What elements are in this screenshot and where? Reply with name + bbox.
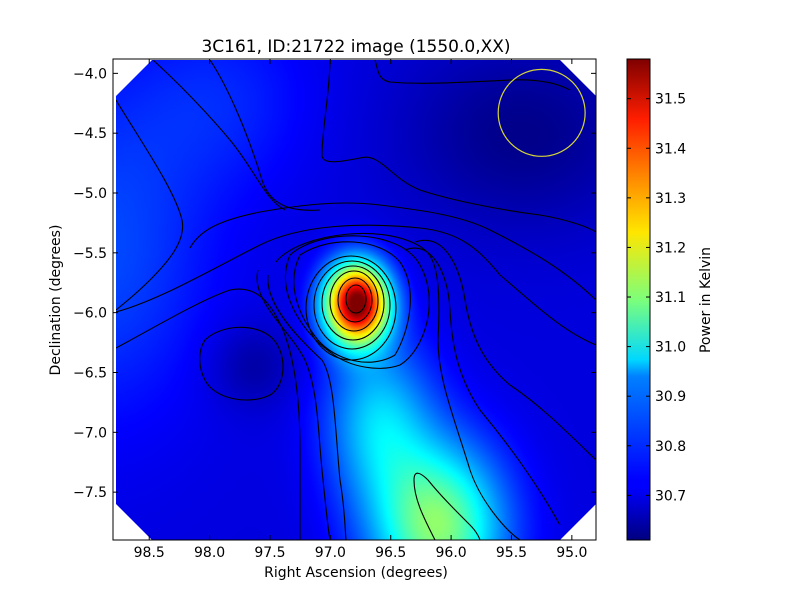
y-tick-label: −5.0 xyxy=(73,186,107,202)
y-axis: −4.0 −4.5 −5.0 −5.5 −6.0 −6.5 −7.0 −7.5 xyxy=(73,66,596,501)
contour-ring xyxy=(337,277,373,323)
contour-ring xyxy=(313,260,391,350)
colorbar-label: Power in Kelvin xyxy=(698,247,714,353)
colorbar-tick-label: 31.0 xyxy=(655,340,686,356)
y-axis-label: Declination (degrees) xyxy=(48,225,64,376)
x-tick-label: 95.0 xyxy=(556,545,587,561)
colorbar-tick-label: 31.1 xyxy=(655,290,686,306)
contour-ring xyxy=(329,270,379,332)
contour-line xyxy=(116,288,301,540)
x-axis-label: Right Ascension (degrees) xyxy=(264,565,448,581)
x-tick-label: 97.0 xyxy=(315,545,346,561)
contour-line xyxy=(116,99,184,311)
contour-ring xyxy=(345,284,367,314)
contour-lines xyxy=(116,60,596,540)
colorbar-tick-label: 30.7 xyxy=(655,488,686,504)
y-tick-label: −4.0 xyxy=(73,66,107,82)
plot-frame xyxy=(112,58,597,541)
contour-ring xyxy=(285,235,430,369)
contour-line xyxy=(275,232,521,540)
colorbar-frame xyxy=(626,58,651,541)
x-axis: 98.5 98.0 97.5 97.0 96.5 96.0 95.5 95.0 xyxy=(134,59,587,561)
colorbar-tick-label: 30.9 xyxy=(655,389,686,405)
x-tick-label: 97.5 xyxy=(254,545,285,561)
contour-line xyxy=(199,326,284,401)
contour-line xyxy=(152,60,286,211)
y-tick-label: −7.0 xyxy=(73,425,107,441)
colorbar-tick-label: 31.4 xyxy=(655,141,686,157)
contour-line xyxy=(256,269,331,540)
contour-line xyxy=(404,247,561,526)
colorbar-tick-label: 30.8 xyxy=(655,439,686,455)
y-tick-label: −7.5 xyxy=(73,485,107,501)
y-tick-label: −6.5 xyxy=(73,365,107,381)
colorbar-tick-label: 31.2 xyxy=(655,240,686,256)
chart-title: 3C161, ID:21722 image (1550.0,XX) xyxy=(201,37,510,57)
contour-ring xyxy=(293,241,411,363)
contour-line xyxy=(267,274,347,540)
y-tick-label: −6.0 xyxy=(73,306,107,322)
x-tick-label: 95.5 xyxy=(496,545,527,561)
x-tick-label: 96.5 xyxy=(375,545,406,561)
colorbar-tick-label: 31.3 xyxy=(655,191,686,207)
contour-line xyxy=(321,60,596,233)
contour-line xyxy=(189,202,596,301)
contour-line xyxy=(413,472,481,540)
contour-line xyxy=(414,239,596,461)
beam-circle xyxy=(497,68,586,157)
contour-ring xyxy=(321,265,385,341)
x-tick-label: 98.5 xyxy=(134,545,165,561)
contour-line xyxy=(374,60,571,91)
x-tick-label: 96.0 xyxy=(436,545,467,561)
y-tick-label: −4.5 xyxy=(73,126,107,142)
contour-line xyxy=(209,60,321,211)
y-tick-label: −5.5 xyxy=(73,246,107,262)
colorbar-tick-label: 31.5 xyxy=(655,92,686,108)
heatmap-image xyxy=(116,60,596,540)
contour-line xyxy=(116,224,596,346)
colorbar-gradient xyxy=(627,59,650,540)
x-tick-label: 98.0 xyxy=(194,545,225,561)
colorbar-axis: 30.7 30.8 30.9 31.0 31.1 31.2 31.3 31.4 31.5 xyxy=(627,92,686,504)
